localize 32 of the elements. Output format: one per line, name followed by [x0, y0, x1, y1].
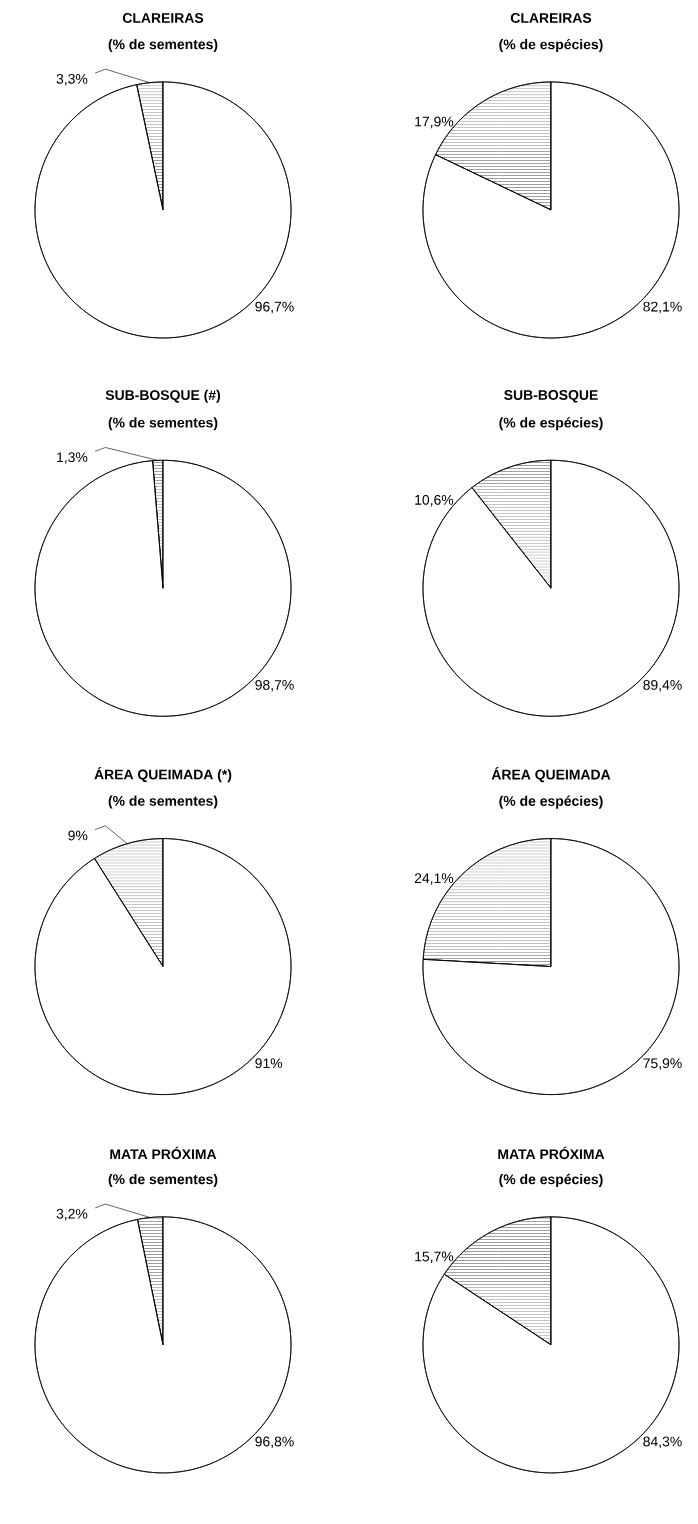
data-label: 91% [255, 1058, 283, 1069]
data-label: 3,3% [56, 73, 88, 86]
data-label: 3,2% [56, 1208, 88, 1221]
chart-title: SUB-BOSQUE (#) [105, 389, 221, 403]
chart-subtitle: (% de espécies) [499, 38, 603, 53]
data-label: 1,3% [57, 452, 88, 464]
chart-subtitle: (% de sementes) [108, 417, 218, 431]
data-label: 10,6% [415, 494, 454, 507]
data-label: 84,3% [643, 1436, 682, 1449]
chart-subtitle: (% de sementes) [108, 1173, 218, 1187]
chart-title: CLAREIRAS [122, 13, 204, 23]
chart-title: ÁREA QUEIMADA (*) [94, 766, 232, 783]
chart-title: MATA PRÓXIMA [110, 1146, 217, 1160]
data-label: 15,7% [415, 1251, 454, 1264]
data-label: 9% [68, 830, 88, 841]
data-label: 96,7% [255, 301, 294, 314]
data-label: 82,1% [643, 301, 682, 314]
data-label: 98,7% [255, 679, 294, 692]
chart-title: ÁREA QUEIMADA [491, 767, 611, 783]
data-label: 96,8% [255, 1436, 294, 1449]
chart-subtitle: (% de sementes) [108, 795, 218, 809]
chart-title: CLAREIRAS [510, 13, 592, 23]
data-label: 24,1% [414, 873, 454, 885]
chart-subtitle: (% de espécies) [499, 417, 603, 431]
chart-subtitle: (% de espécies) [499, 1173, 603, 1187]
chart-title: MATA PRÓXIMA [498, 1146, 605, 1160]
data-label: 75,9% [643, 1058, 682, 1070]
chart-subtitle: (% de sementes) [108, 38, 218, 52]
data-label: 17,9% [415, 116, 454, 129]
data-label: 89,4% [643, 679, 682, 692]
chart-title: SUB-BOSQUE [504, 390, 598, 403]
chart-subtitle: (% de espécies) [499, 795, 603, 809]
